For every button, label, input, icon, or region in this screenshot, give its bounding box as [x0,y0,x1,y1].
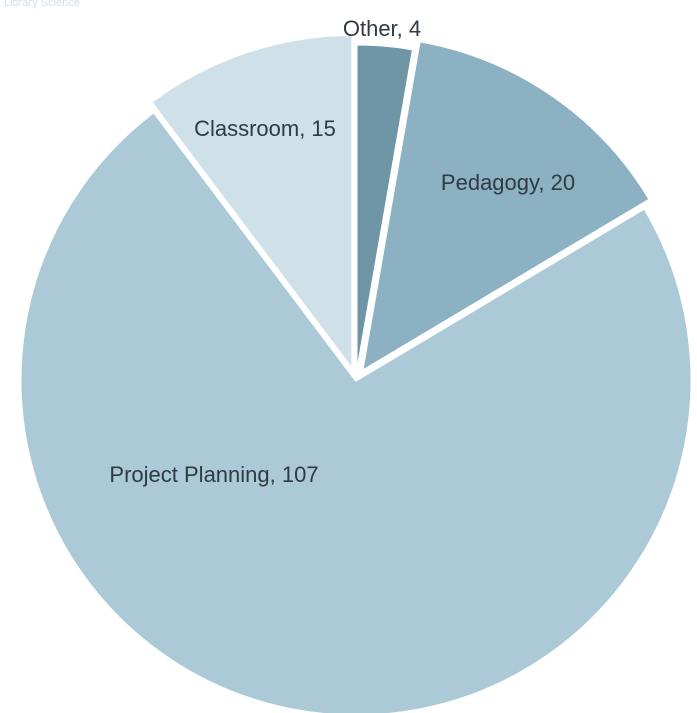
slice-label-project-planning: Project Planning, 107 [109,462,318,487]
slice-labels: Other, 4 Pedagogy, 20 Project Planning, 10… [109,16,575,487]
pie-slice-project-planning [18,110,694,713]
pie-slice-pedagogy [360,39,652,374]
corner-caption: Library Science [4,0,80,9]
slice-label-classroom: Classroom, 15 [194,116,336,141]
slice-label-pedagogy: Pedagogy, 20 [441,170,575,195]
pie-slice-classroom [149,33,355,373]
pie-slice-other [354,42,416,382]
pie-slices [18,33,694,713]
slice-label-other: Other, 4 [343,16,421,41]
